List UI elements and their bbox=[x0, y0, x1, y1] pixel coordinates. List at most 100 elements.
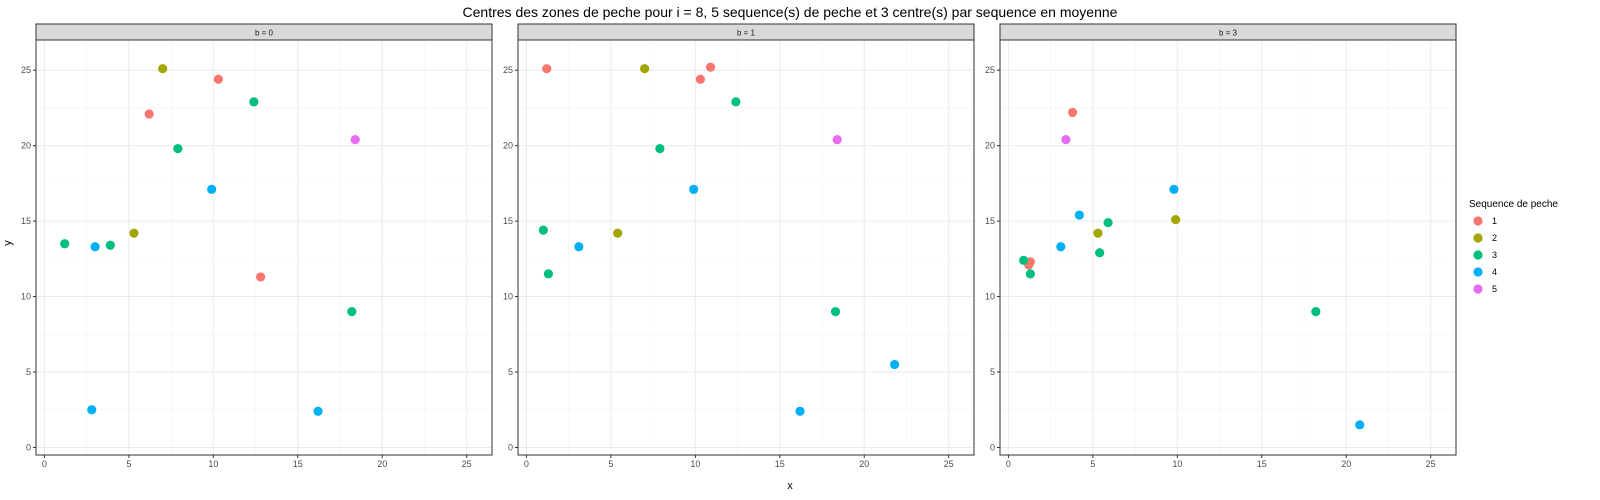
data-point-seq-3 bbox=[347, 307, 357, 317]
data-point-seq-3 bbox=[1019, 255, 1029, 265]
data-point-seq-3 bbox=[1095, 248, 1105, 258]
x-tick-label: 20 bbox=[859, 459, 869, 469]
panel-background bbox=[518, 40, 974, 455]
x-tick-label: 10 bbox=[208, 459, 218, 469]
y-tick-label: 20 bbox=[503, 141, 513, 151]
x-tick-label: 5 bbox=[608, 459, 613, 469]
x-tick-label: 5 bbox=[1090, 459, 1095, 469]
y-tick-label: 10 bbox=[503, 292, 513, 302]
y-tick-label: 25 bbox=[985, 65, 995, 75]
legend-key bbox=[1473, 267, 1483, 277]
legend-label: 3 bbox=[1492, 250, 1497, 260]
x-tick-label: 25 bbox=[462, 459, 472, 469]
data-point-seq-2 bbox=[1093, 228, 1103, 238]
facet-strip-label: b = 1 bbox=[737, 29, 756, 38]
y-tick-label: 0 bbox=[990, 442, 995, 452]
facet-panel: b = 1 0 5 10 15 20 25 0 5 10 15 20 25 bbox=[503, 23, 975, 469]
legend-item: 4 bbox=[1473, 267, 1497, 277]
data-point-seq-2 bbox=[1171, 214, 1181, 225]
legend-key bbox=[1473, 233, 1483, 243]
legend-item: 2 bbox=[1473, 233, 1497, 243]
data-point-seq-4 bbox=[1074, 210, 1084, 220]
data-point-seq-4 bbox=[689, 184, 699, 194]
legend-label: 2 bbox=[1492, 233, 1497, 243]
legend-key bbox=[1473, 284, 1483, 294]
panel-background bbox=[36, 40, 492, 455]
data-point-seq-3 bbox=[830, 307, 841, 317]
y-tick-label: 15 bbox=[21, 216, 31, 226]
y-tick-label: 25 bbox=[21, 65, 31, 75]
data-point-seq-1 bbox=[1068, 107, 1078, 118]
x-tick-label: 10 bbox=[690, 459, 700, 469]
data-point-seq-2 bbox=[129, 228, 139, 238]
data-point-seq-4 bbox=[87, 405, 97, 415]
legend-label: 5 bbox=[1492, 284, 1497, 294]
data-point-seq-5 bbox=[1061, 135, 1071, 145]
data-point-seq-4 bbox=[90, 242, 100, 252]
data-point-seq-4 bbox=[795, 406, 805, 416]
legend-item: 5 bbox=[1473, 284, 1497, 294]
y-tick-label: 5 bbox=[26, 367, 31, 377]
data-point-seq-1 bbox=[542, 64, 552, 74]
facet-panel: b = 3 0 5 10 15 20 25 0 5 10 15 20 25 bbox=[985, 23, 1457, 469]
y-tick-label: 10 bbox=[985, 292, 995, 302]
legend-key bbox=[1473, 250, 1483, 260]
legend-label: 1 bbox=[1492, 216, 1497, 226]
y-tick-label: 5 bbox=[990, 367, 995, 377]
legend: Sequence de peche 1 2 3 4 5 bbox=[1469, 199, 1558, 294]
x-tick-label: 15 bbox=[293, 459, 303, 469]
y-axis-title: y bbox=[2, 240, 14, 246]
x-axis-title: x bbox=[787, 480, 793, 492]
data-point-seq-4 bbox=[1169, 184, 1179, 194]
legend-label: 4 bbox=[1492, 267, 1497, 277]
legend-item: 1 bbox=[1473, 216, 1497, 226]
x-tick-label: 20 bbox=[1341, 459, 1351, 469]
y-tick-label: 20 bbox=[985, 141, 995, 151]
data-point-seq-3 bbox=[655, 144, 665, 154]
panel-border bbox=[35, 39, 493, 456]
y-tick-label: 0 bbox=[26, 442, 31, 452]
facet-strip-label: b = 0 bbox=[255, 29, 274, 38]
data-point-seq-3 bbox=[105, 240, 115, 250]
data-point-seq-3 bbox=[1103, 218, 1113, 228]
y-tick-label: 0 bbox=[508, 442, 513, 452]
legend-title: Sequence de peche bbox=[1469, 199, 1558, 210]
data-point-seq-1 bbox=[256, 272, 266, 282]
legend-item: 3 bbox=[1473, 250, 1497, 260]
data-point-seq-3 bbox=[538, 225, 548, 235]
data-point-seq-2 bbox=[640, 64, 650, 74]
data-point-seq-2 bbox=[613, 228, 623, 238]
data-point-seq-5 bbox=[350, 135, 360, 145]
data-point-seq-3 bbox=[1311, 307, 1321, 317]
x-tick-label: 20 bbox=[377, 459, 387, 469]
data-point-seq-4 bbox=[207, 184, 217, 194]
panel-border bbox=[517, 39, 975, 456]
facet-panels: b = 0 0 5 10 15 20 25 0 5 10 15 20 25 b = 1 0 5 10 15 20 25… bbox=[21, 23, 1457, 469]
y-tick-label: 10 bbox=[21, 292, 31, 302]
data-point-seq-3 bbox=[173, 144, 183, 154]
panel-background bbox=[1000, 40, 1456, 455]
x-tick-label: 0 bbox=[42, 459, 47, 469]
x-tick-label: 25 bbox=[1426, 459, 1436, 469]
x-tick-label: 25 bbox=[944, 459, 954, 469]
facet-panel: b = 0 0 5 10 15 20 25 0 5 10 15 20 25 bbox=[21, 23, 493, 469]
data-point-seq-1 bbox=[705, 62, 716, 72]
data-point-seq-3 bbox=[60, 239, 70, 249]
x-tick-label: 0 bbox=[1006, 459, 1011, 469]
data-point-seq-3 bbox=[543, 269, 554, 279]
data-point-seq-5 bbox=[832, 135, 842, 145]
data-point-seq-3 bbox=[1025, 269, 1035, 279]
y-tick-label: 15 bbox=[985, 216, 995, 226]
data-point-seq-1 bbox=[144, 109, 154, 119]
facet-strip-label: b = 3 bbox=[1219, 29, 1238, 38]
data-point-seq-4 bbox=[1056, 242, 1066, 252]
y-tick-label: 5 bbox=[508, 367, 513, 377]
y-tick-label: 25 bbox=[503, 65, 513, 75]
x-tick-label: 15 bbox=[775, 459, 785, 469]
data-point-seq-2 bbox=[158, 64, 168, 74]
x-tick-label: 10 bbox=[1172, 459, 1182, 469]
x-tick-label: 15 bbox=[1257, 459, 1267, 469]
data-point-seq-4 bbox=[1355, 420, 1365, 430]
